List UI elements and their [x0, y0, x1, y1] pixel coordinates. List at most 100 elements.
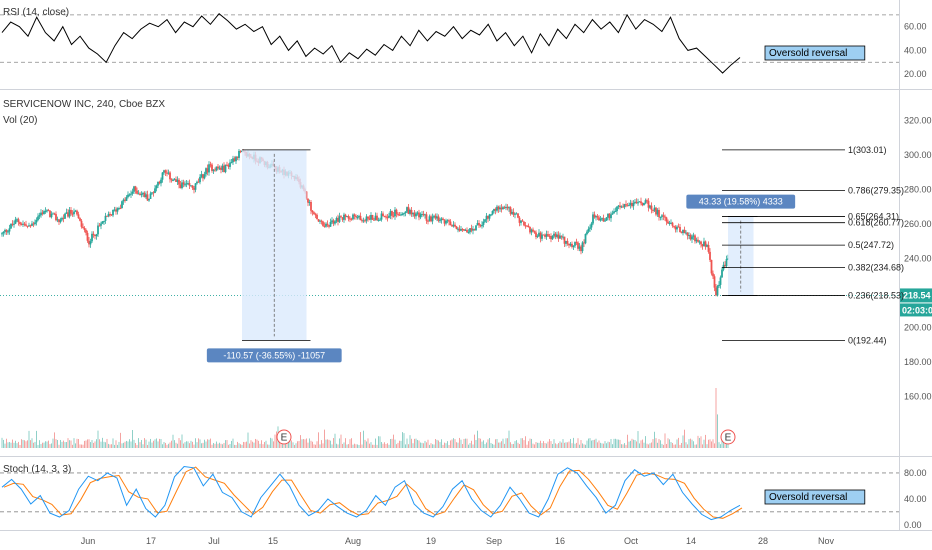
candle-body[interactable] [181, 182, 183, 189]
candle-body[interactable] [467, 232, 470, 234]
candle-body[interactable] [443, 220, 446, 224]
candle-body[interactable] [83, 227, 86, 230]
candle-body[interactable] [227, 165, 230, 167]
candle-body[interactable] [623, 204, 626, 208]
candle-body[interactable] [19, 222, 21, 224]
candle-body[interactable] [89, 241, 92, 245]
candle-body[interactable] [560, 235, 563, 237]
candle-body[interactable] [545, 234, 548, 237]
candle-body[interactable] [43, 211, 45, 214]
candle-body[interactable] [460, 229, 462, 231]
candle-body[interactable] [674, 226, 677, 230]
candle-body[interactable] [172, 179, 174, 181]
candle-body[interactable] [109, 213, 111, 215]
candle-body[interactable] [199, 176, 201, 183]
candle-body[interactable] [163, 170, 165, 173]
candle-body[interactable] [128, 194, 131, 196]
candle-body[interactable] [517, 213, 519, 218]
candle-body[interactable] [95, 234, 98, 237]
candle-body[interactable] [715, 287, 717, 296]
candle-body[interactable] [632, 202, 635, 207]
candle-body[interactable] [79, 218, 81, 221]
candle-body[interactable] [659, 216, 662, 218]
candle-body[interactable] [437, 216, 440, 221]
candle-body[interactable] [641, 203, 644, 206]
candle-body[interactable] [556, 234, 558, 237]
candle-body[interactable] [562, 236, 564, 238]
candle-body[interactable] [544, 235, 546, 237]
candle-body[interactable] [209, 164, 212, 166]
candle-body[interactable] [71, 213, 74, 215]
candle-body[interactable] [40, 212, 42, 216]
candle-body[interactable] [169, 172, 171, 180]
candle-body[interactable] [2, 231, 5, 234]
candle-body[interactable] [53, 213, 56, 215]
candle-body[interactable] [325, 223, 327, 227]
candle-body[interactable] [14, 219, 17, 224]
candle-body[interactable] [610, 214, 612, 219]
earnings-marker[interactable] [720, 429, 736, 445]
candle-body[interactable] [77, 214, 80, 219]
candle-body[interactable] [584, 234, 587, 244]
candle-body[interactable] [479, 225, 482, 227]
candle-body[interactable] [7, 231, 9, 233]
candle-body[interactable] [130, 193, 132, 195]
candle-body[interactable] [62, 217, 65, 219]
candle-body[interactable] [385, 216, 387, 218]
candle-body[interactable] [112, 209, 114, 216]
candle-body[interactable] [158, 181, 161, 184]
candle-body[interactable] [362, 220, 365, 222]
candle-body[interactable] [29, 225, 32, 227]
candle-body[interactable] [569, 243, 572, 246]
candle-body[interactable] [665, 217, 668, 222]
stoch-panel[interactable]: 0.00 40.00 80.00 Oversold reversal [0, 465, 927, 530]
candle-body[interactable] [719, 277, 722, 285]
candle-body[interactable] [350, 218, 353, 220]
candle-body[interactable] [491, 211, 494, 215]
candle-body[interactable] [365, 216, 368, 221]
candle-body[interactable] [512, 211, 515, 215]
candle-body[interactable] [161, 172, 164, 180]
candle-body[interactable] [712, 273, 714, 277]
candle-body[interactable] [668, 222, 671, 224]
candle-body[interactable] [566, 240, 569, 244]
candle-body[interactable] [32, 223, 35, 225]
candle-body[interactable] [644, 200, 647, 203]
candle-body[interactable] [115, 209, 117, 212]
candle-body[interactable] [412, 212, 414, 215]
candle-body[interactable] [521, 220, 524, 222]
candle-body[interactable] [392, 215, 395, 217]
candle-body[interactable] [409, 210, 411, 214]
candle-body[interactable] [65, 212, 68, 214]
candle-body[interactable] [458, 228, 461, 231]
candle-body[interactable] [568, 243, 570, 246]
candle-body[interactable] [710, 259, 713, 274]
candle-body[interactable] [646, 200, 648, 202]
candle-body[interactable] [46, 210, 48, 212]
candle-body[interactable] [433, 215, 435, 217]
candle-body[interactable] [31, 223, 33, 226]
candle-body[interactable] [166, 172, 168, 174]
candle-body[interactable] [134, 186, 137, 191]
candle-body[interactable] [44, 210, 47, 212]
candle-body[interactable] [403, 213, 405, 215]
candle-body[interactable] [653, 207, 656, 211]
candle-body[interactable] [313, 212, 315, 215]
candle-body[interactable] [146, 194, 149, 201]
candle-body[interactable] [239, 150, 242, 153]
candle-body[interactable] [49, 210, 51, 218]
candle-body[interactable] [232, 158, 234, 163]
candle-body[interactable] [214, 169, 216, 171]
candle-body[interactable] [626, 205, 629, 207]
candle-body[interactable] [571, 243, 573, 247]
candle-body[interactable] [410, 210, 413, 215]
candle-body[interactable] [527, 225, 530, 227]
candle-body[interactable] [448, 220, 450, 222]
candle-body[interactable] [328, 225, 330, 227]
candle-body[interactable] [601, 218, 603, 220]
candle-body[interactable] [578, 246, 581, 249]
candle-body[interactable] [505, 206, 507, 208]
candle-body[interactable] [493, 209, 495, 212]
candle-body[interactable] [404, 211, 407, 214]
candle-body[interactable] [374, 215, 377, 220]
